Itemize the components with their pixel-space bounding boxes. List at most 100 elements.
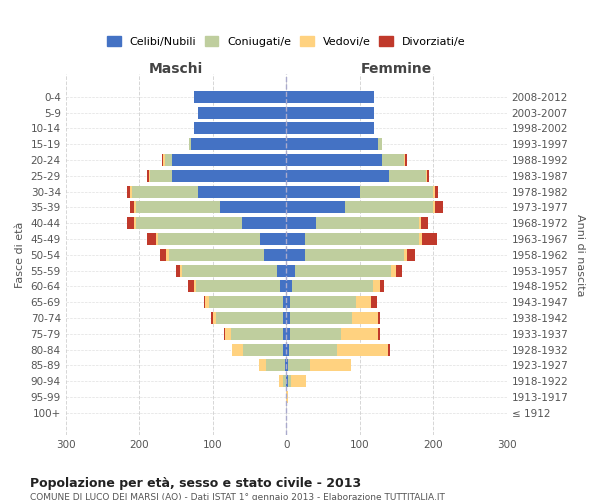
- Bar: [283, 344, 286, 355]
- Bar: [341, 328, 378, 340]
- Bar: [305, 233, 419, 245]
- Bar: [404, 154, 405, 166]
- Bar: [373, 280, 380, 292]
- Bar: [378, 328, 380, 340]
- Bar: [130, 202, 134, 213]
- Bar: [380, 280, 384, 292]
- Bar: [259, 360, 266, 372]
- Bar: [285, 360, 286, 372]
- Bar: [194, 122, 286, 134]
- Bar: [127, 218, 134, 229]
- Text: Femmine: Femmine: [361, 62, 432, 76]
- Bar: [356, 296, 371, 308]
- Bar: [130, 186, 132, 198]
- Bar: [169, 249, 264, 260]
- Bar: [407, 249, 415, 260]
- Bar: [371, 296, 377, 308]
- Bar: [158, 233, 260, 245]
- Text: COMUNE DI LUCO DEI MARSI (AQ) - Dati ISTAT 1° gennaio 2013 - Elaborazione TUTTIT: COMUNE DI LUCO DEI MARSI (AQ) - Dati IST…: [30, 492, 445, 500]
- Bar: [242, 218, 286, 229]
- Bar: [283, 296, 286, 308]
- Y-axis label: Anni di nascita: Anni di nascita: [575, 214, 585, 296]
- Bar: [179, 264, 182, 276]
- Bar: [231, 328, 283, 340]
- Bar: [165, 154, 172, 166]
- Bar: [295, 264, 391, 276]
- Bar: [194, 280, 196, 292]
- Bar: [204, 296, 205, 308]
- Bar: [286, 328, 290, 340]
- Bar: [382, 154, 404, 166]
- Bar: [286, 218, 316, 229]
- Bar: [220, 202, 286, 213]
- Bar: [433, 202, 436, 213]
- Bar: [209, 296, 283, 308]
- Bar: [205, 296, 209, 308]
- Bar: [232, 344, 243, 355]
- Bar: [134, 218, 136, 229]
- Bar: [280, 280, 286, 292]
- Bar: [147, 170, 149, 181]
- Text: Maschi: Maschi: [149, 62, 203, 76]
- Bar: [427, 170, 429, 181]
- Bar: [198, 106, 286, 118]
- Bar: [290, 296, 356, 308]
- Bar: [283, 376, 286, 387]
- Bar: [378, 138, 382, 150]
- Bar: [419, 218, 421, 229]
- Bar: [286, 186, 360, 198]
- Bar: [286, 202, 345, 213]
- Bar: [286, 91, 374, 102]
- Bar: [189, 138, 191, 150]
- Bar: [421, 218, 428, 229]
- Bar: [191, 138, 286, 150]
- Bar: [264, 249, 286, 260]
- Bar: [316, 218, 419, 229]
- Bar: [136, 202, 220, 213]
- Bar: [286, 360, 289, 372]
- Bar: [287, 376, 292, 387]
- Bar: [286, 170, 389, 181]
- Bar: [166, 249, 169, 260]
- Bar: [198, 186, 286, 198]
- Bar: [352, 312, 378, 324]
- Bar: [391, 264, 397, 276]
- Bar: [188, 280, 194, 292]
- Bar: [147, 233, 156, 245]
- Bar: [433, 186, 434, 198]
- Bar: [182, 264, 277, 276]
- Bar: [176, 264, 179, 276]
- Bar: [286, 249, 305, 260]
- Bar: [225, 328, 231, 340]
- Bar: [434, 186, 439, 198]
- Bar: [134, 202, 136, 213]
- Bar: [286, 122, 374, 134]
- Bar: [292, 280, 373, 292]
- Bar: [286, 233, 305, 245]
- Bar: [162, 154, 163, 166]
- Bar: [286, 154, 382, 166]
- Bar: [156, 233, 158, 245]
- Bar: [397, 264, 403, 276]
- Bar: [163, 154, 165, 166]
- Bar: [136, 218, 242, 229]
- Bar: [286, 376, 287, 387]
- Bar: [132, 186, 198, 198]
- Bar: [286, 106, 374, 118]
- Bar: [345, 202, 433, 213]
- Bar: [160, 249, 166, 260]
- Bar: [404, 249, 407, 260]
- Bar: [286, 138, 378, 150]
- Bar: [289, 344, 337, 355]
- Bar: [224, 328, 225, 340]
- Bar: [286, 312, 290, 324]
- Bar: [196, 280, 280, 292]
- Bar: [290, 328, 341, 340]
- Bar: [286, 264, 295, 276]
- Bar: [283, 328, 286, 340]
- Bar: [436, 202, 443, 213]
- Bar: [426, 170, 427, 181]
- Bar: [388, 344, 390, 355]
- Bar: [277, 264, 286, 276]
- Bar: [149, 170, 150, 181]
